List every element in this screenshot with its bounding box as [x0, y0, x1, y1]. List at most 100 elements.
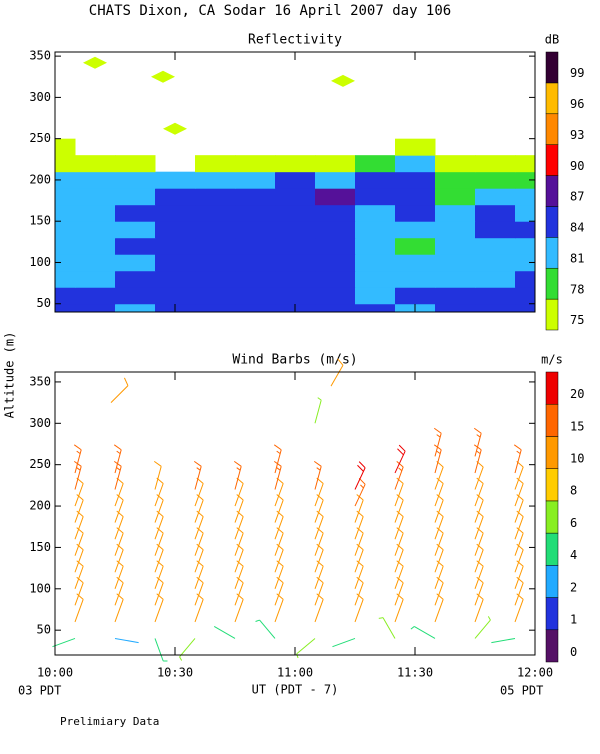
wind-barb — [274, 576, 284, 606]
wind-barb — [114, 510, 124, 540]
wind-barb — [354, 560, 364, 589]
colorbar-swatch — [545, 51, 559, 84]
wind-barb — [314, 543, 324, 573]
contour-cell — [275, 171, 316, 189]
contour-cell — [55, 171, 76, 189]
contour-cell — [195, 287, 236, 305]
wind-barb — [491, 637, 516, 644]
contour-cell — [355, 188, 396, 206]
contour-cell — [155, 221, 196, 239]
wind-barb — [234, 510, 244, 540]
contour-cell — [155, 188, 196, 206]
wind-barb — [332, 637, 356, 648]
wind-barb — [154, 510, 164, 540]
colorbar-swatch — [545, 298, 559, 331]
footer-right: 05 PDT — [500, 684, 543, 698]
y-tick-label: 150 — [29, 540, 51, 554]
contour-cell — [195, 303, 236, 313]
contour-cell — [235, 254, 276, 272]
wind-barb — [314, 527, 324, 556]
contour-cell — [235, 287, 276, 305]
wind-barb — [474, 477, 484, 507]
wind-barb — [274, 560, 284, 589]
contour-cell — [435, 270, 476, 288]
contour-cell — [235, 188, 276, 206]
contour-cell — [55, 221, 76, 239]
contour-cell — [55, 155, 76, 173]
x-axis-label: UT (PDT - 7) — [252, 683, 339, 697]
wind-barb — [113, 460, 122, 490]
wind-barb — [394, 593, 404, 623]
plot-frame — [54, 371, 536, 656]
contour-cell — [195, 155, 236, 173]
wind-barb — [255, 619, 276, 639]
wind-barb — [74, 560, 84, 589]
contour-cell — [275, 188, 316, 206]
contour-cell — [515, 171, 536, 189]
wind-barb — [394, 560, 404, 589]
wind-barb — [354, 477, 366, 507]
wind-barb — [434, 576, 444, 606]
contour-cell — [475, 171, 516, 189]
y-tick-label: 250 — [29, 131, 51, 145]
contour-cell — [235, 155, 276, 173]
wind-barb — [434, 477, 444, 507]
contour-cell — [315, 171, 356, 189]
x-tick-label: 12:00 — [517, 666, 553, 680]
colorbar-label: 78 — [570, 282, 584, 296]
contour-cell — [355, 204, 396, 222]
wind-barb — [354, 543, 364, 573]
contour-cell — [55, 303, 76, 313]
wind-barb — [514, 543, 524, 573]
wind-barb — [194, 543, 204, 573]
contour-cell — [275, 287, 316, 305]
wind-barb — [73, 460, 82, 490]
contour-cell — [435, 287, 476, 305]
wind-barb — [434, 510, 444, 540]
contour-cell — [515, 237, 536, 255]
wind-barb — [194, 576, 204, 606]
wind-barb — [354, 527, 364, 556]
wind-barb — [474, 510, 484, 540]
contour-cell — [55, 188, 76, 206]
x-tick-label: 11:30 — [397, 666, 433, 680]
contour-cell — [515, 221, 536, 239]
y-tick-label: 250 — [29, 457, 51, 471]
colorbar-swatch — [545, 82, 559, 115]
contour-cell — [235, 270, 276, 288]
wind-barb — [273, 460, 282, 490]
wind-barb — [378, 617, 396, 639]
contour-patch — [331, 74, 355, 87]
contour-cell — [195, 237, 236, 255]
y-tick-label: 350 — [29, 374, 51, 388]
wind-barb — [194, 477, 204, 507]
contour-cell — [275, 221, 316, 239]
colorbar-label: 2 — [570, 580, 577, 594]
wind-barb — [330, 358, 344, 387]
wind-barb — [314, 510, 324, 540]
contour-cell — [395, 204, 436, 222]
contour-cell — [475, 188, 516, 206]
contour-cell — [435, 155, 476, 173]
contour-cell — [235, 221, 276, 239]
colorbar-label: 81 — [570, 251, 584, 265]
colorbar-swatch — [545, 175, 559, 207]
wind-barb — [314, 397, 322, 424]
contour-cell — [435, 188, 476, 206]
contour-cell — [115, 237, 156, 255]
contour-cell — [275, 237, 316, 255]
contour-cell — [155, 204, 196, 222]
wind-barb — [474, 576, 484, 606]
contour-cell — [435, 221, 476, 239]
wind-barb — [394, 576, 404, 606]
wind-barb — [110, 377, 129, 403]
contour-cell — [355, 303, 396, 313]
contour-cell — [155, 287, 196, 305]
contour-cell — [475, 287, 516, 305]
contour-cell — [435, 237, 476, 255]
wind-barb — [179, 638, 196, 661]
wind-barb — [154, 576, 164, 606]
contour-cell — [235, 237, 276, 255]
contour-cell — [75, 270, 116, 288]
